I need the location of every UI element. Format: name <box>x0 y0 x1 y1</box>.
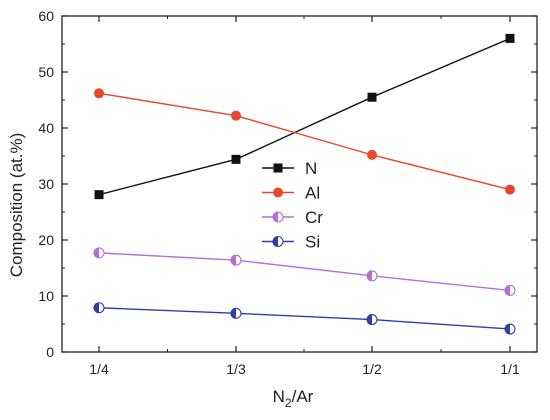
data-point <box>230 254 242 266</box>
data-point <box>366 270 378 282</box>
series-line <box>98 37 511 196</box>
x-axis: 1/4 1/3 1/2 1/1 <box>89 16 520 377</box>
data-point <box>94 88 104 99</box>
legend-entry-al: Al <box>262 184 320 203</box>
series-si <box>93 302 516 335</box>
data-point <box>94 190 104 200</box>
y-tick-label: 0 <box>46 344 54 360</box>
legend-entry-cr: Cr <box>262 208 323 227</box>
y-tick-label: 50 <box>38 64 54 80</box>
data-point <box>504 284 516 296</box>
y-axis: 0 10 20 30 40 50 60 <box>38 8 537 360</box>
y-axis-title: Composition (at.%) <box>7 133 26 278</box>
legend-marker <box>273 163 283 173</box>
y-tick-label: 30 <box>38 176 54 192</box>
data-point <box>230 307 242 319</box>
y-tick-label: 20 <box>38 232 54 248</box>
y-tick-label: 10 <box>38 288 54 304</box>
data-point <box>231 154 241 164</box>
data-point <box>93 247 105 259</box>
series-line <box>98 92 511 191</box>
x-tick-label: 1/1 <box>500 361 520 377</box>
x-axis-title-subscript: 2 <box>285 396 292 410</box>
legend-label: Cr <box>305 208 323 227</box>
legend-label: Al <box>305 184 320 203</box>
series-n <box>94 33 515 200</box>
series-al <box>94 88 515 195</box>
series-layer <box>93 33 516 335</box>
legend: N Al Cr Si <box>262 159 323 252</box>
legend-entry-si: Si <box>262 233 320 252</box>
legend-marker <box>273 187 283 198</box>
plot-area-border <box>61 15 538 353</box>
series-cr <box>93 247 516 296</box>
x-axis-title-main: N <box>273 387 285 406</box>
data-point <box>504 323 516 335</box>
x-tick-label: 1/4 <box>89 361 109 377</box>
x-tick-label: 1/3 <box>226 361 246 377</box>
legend-marker <box>272 235 284 248</box>
x-axis-title-rest: /Ar <box>292 387 314 406</box>
legend-entry-n: N <box>262 159 317 178</box>
y-tick-label: 60 <box>38 8 54 24</box>
series-line <box>98 252 511 292</box>
data-point <box>231 110 241 121</box>
data-point <box>505 33 515 43</box>
x-axis-title: N2/Ar <box>273 387 314 410</box>
legend-label: N <box>305 159 317 178</box>
plot-frame <box>61 15 538 353</box>
y-tick-label: 40 <box>38 120 54 136</box>
data-point <box>367 149 377 160</box>
series-line <box>98 307 511 330</box>
data-point <box>366 313 378 326</box>
legend-label: Si <box>305 233 320 252</box>
data-point <box>93 302 105 314</box>
data-point <box>367 92 377 102</box>
data-point <box>505 184 515 195</box>
x-tick-label: 1/2 <box>362 361 382 377</box>
legend-marker <box>272 211 284 223</box>
